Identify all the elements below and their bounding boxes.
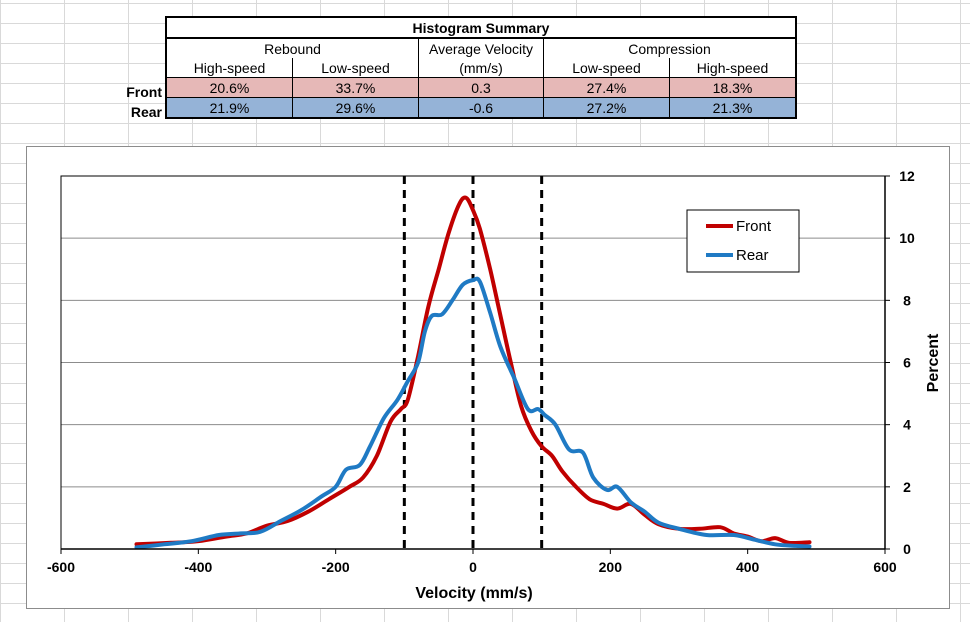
axes <box>60 175 890 554</box>
series-line-rear <box>134 276 812 550</box>
tick-labels: -600 -400 -200 0 200 400 600 0 2 4 6 8 10 12 <box>47 168 915 575</box>
x-tick-label--200: -200 <box>322 559 350 575</box>
y-axis-label: Percent <box>925 333 942 392</box>
y-tick-label-2: 2 <box>903 479 911 495</box>
x-tick-label--600: -600 <box>47 559 75 575</box>
cell-front-avg-velocity: 0.3 <box>418 77 544 98</box>
reference-lines <box>402 176 544 549</box>
row-label-rear: Rear <box>130 104 162 120</box>
velocity-histogram-chart: -600 -400 -200 0 200 400 600 0 2 4 6 8 10 12 Velocity… <box>47 168 942 602</box>
cell-front-rebound-high: 20.6% <box>165 77 293 98</box>
y-tick-label-8: 8 <box>903 292 911 308</box>
y-tick-label-12: 12 <box>899 168 915 184</box>
x-tick-label-200: 200 <box>599 559 623 575</box>
group-header-rebound: Rebound <box>165 37 419 58</box>
x-tick-label-400: 400 <box>736 559 760 575</box>
legend-front-label: Front <box>736 218 772 235</box>
cell-rear-rebound-high: 21.9% <box>165 97 293 119</box>
y-tick-label-6: 6 <box>903 355 911 371</box>
y-tick-label-10: 10 <box>899 230 915 246</box>
subheader-rebound-low-speed: Low-speed <box>292 58 419 78</box>
cell-front-rebound-low: 33.7% <box>292 77 419 98</box>
histogram-summary-table: Histogram Summary Rebound Average Veloci… <box>165 16 797 119</box>
chart-area: -600 -400 -200 0 200 400 600 0 2 4 6 8 10 12 Velocity… <box>26 146 950 609</box>
group-header-compression: Compression <box>543 37 797 58</box>
legend-box <box>686 209 800 273</box>
cell-rear-rebound-low: 29.6% <box>292 97 419 119</box>
x-tick-label-0: 0 <box>469 559 477 575</box>
cell-front-compression-high: 18.3% <box>669 77 797 98</box>
y-tick-label-0: 0 <box>903 541 911 557</box>
subheader-compression-high-speed: High-speed <box>669 58 797 78</box>
cell-rear-compression-low: 27.2% <box>543 97 670 119</box>
subheader-compression-low-speed: Low-speed <box>543 58 670 78</box>
row-label-front: Front <box>126 84 162 100</box>
group-header-average-velocity: Average Velocity <box>418 37 544 58</box>
table-row-front: 20.6% 33.7% 0.3 27.4% 18.3% <box>165 77 797 98</box>
y-tick-label-4: 4 <box>903 417 911 433</box>
table-row-rear: 21.9% 29.6% -0.6 27.2% 21.3% <box>165 97 797 119</box>
x-axis-label: Velocity (mm/s) <box>415 585 532 602</box>
chart-legend: Front Rear <box>686 209 800 273</box>
subheader-rebound-high-speed: High-speed <box>165 58 293 78</box>
x-tick-label-600: 600 <box>873 559 897 575</box>
legend-rear-label: Rear <box>736 247 769 264</box>
subheader-velocity-unit: (mm/s) <box>418 58 544 78</box>
cell-rear-compression-high: 21.3% <box>669 97 797 119</box>
table-title: Histogram Summary <box>165 16 797 39</box>
cell-rear-avg-velocity: -0.6 <box>418 97 544 119</box>
cell-front-compression-low: 27.4% <box>543 77 670 98</box>
series-lines <box>134 195 812 550</box>
x-tick-label--400: -400 <box>184 559 212 575</box>
